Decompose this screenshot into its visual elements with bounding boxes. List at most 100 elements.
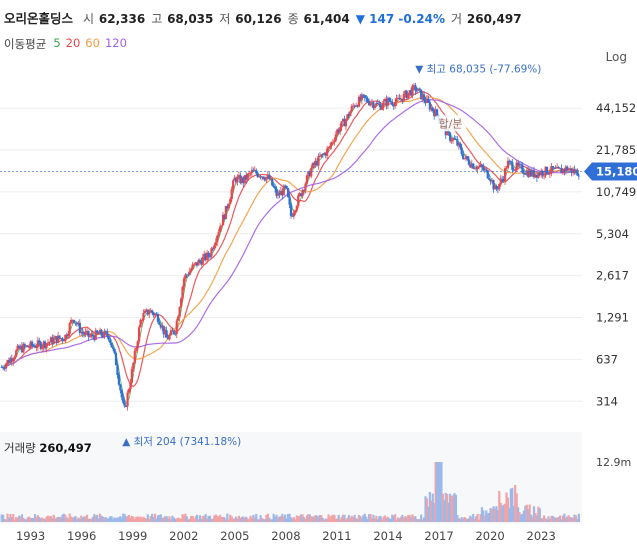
ma-legend-item-120[interactable]: 120 (104, 36, 127, 50)
candle-body (255, 170, 258, 174)
candle-body (38, 340, 41, 343)
volume-bar (187, 519, 190, 522)
candle-body (295, 206, 298, 211)
candle-body (17, 345, 21, 349)
volume-bar (126, 516, 129, 522)
candle-body (158, 321, 161, 325)
candle-body (311, 162, 314, 168)
candle-body (313, 162, 316, 165)
candle-body (249, 172, 252, 174)
volume-bar (201, 515, 204, 522)
candle-body (162, 325, 165, 335)
candle-body (285, 185, 288, 189)
volume-bar (556, 517, 559, 522)
quote-header: 오리온홀딩스 시 62,336 고 68,035 저 60,126 종 61,4… (4, 8, 522, 27)
volume-bar (466, 519, 469, 522)
volume-bar (72, 517, 76, 522)
candle-body (447, 130, 450, 133)
candle-body (245, 175, 248, 180)
candle-body (184, 274, 187, 279)
candle-body (7, 360, 11, 363)
candle-body (200, 260, 203, 265)
x-tick-label: 1999 (118, 529, 147, 543)
candle-body (91, 334, 94, 337)
candle-body (347, 114, 350, 117)
volume-bar (388, 518, 391, 522)
volume-bar (179, 518, 183, 522)
candle-body (476, 166, 479, 170)
volume-bar (151, 513, 154, 522)
volume-bar (85, 514, 89, 522)
candle-body (486, 170, 489, 179)
ma-legend-item-60[interactable]: 60 (85, 36, 100, 50)
candle-body (116, 365, 119, 375)
volume-panel-title: 거래량 260,497 (4, 441, 92, 455)
moving-average-legend[interactable]: 이동평균 5 20 60 120 (4, 36, 132, 52)
candle-body (146, 309, 149, 315)
candle-body (203, 253, 206, 258)
candle-body (463, 158, 466, 160)
volume-bar (164, 516, 167, 522)
candle-body (394, 102, 397, 107)
volume-bar (464, 518, 468, 522)
volume-bar (528, 504, 531, 522)
ma-legend-item-5[interactable]: 5 (53, 36, 61, 50)
volume-bar (300, 514, 303, 522)
volume-bar (0, 514, 3, 522)
volume-bar (451, 495, 455, 522)
candle-body (466, 156, 469, 160)
volume-bar (30, 517, 34, 522)
candle-body (343, 118, 346, 127)
volume-bar (149, 516, 152, 522)
event-marker-label: 합/분 (438, 117, 462, 130)
candle-body (221, 214, 225, 226)
volume-bar (88, 518, 92, 522)
volume-bar (394, 514, 397, 522)
volume-bar (447, 502, 450, 522)
volume-bar (362, 515, 365, 522)
candle-body (496, 188, 499, 190)
candle-body (138, 327, 141, 342)
candle-body (227, 204, 230, 209)
volume-bar (181, 514, 184, 522)
volume-bar (97, 518, 100, 522)
ma-legend-item-20[interactable]: 20 (65, 36, 81, 50)
candle-body (350, 106, 353, 112)
candle-body (490, 180, 494, 182)
candle-body (279, 190, 282, 196)
candle-body (527, 170, 530, 177)
volume-bar (443, 500, 446, 522)
volume-bar (15, 517, 18, 522)
candle-body (252, 169, 255, 171)
volume-bar (2, 514, 5, 522)
candle-body (472, 163, 475, 169)
candle-body (271, 178, 274, 186)
volume-bar (412, 516, 416, 522)
candle-body (502, 179, 505, 182)
candle-body (498, 183, 501, 190)
y-tick-label: 10,749 (596, 185, 636, 199)
candle-body (363, 95, 366, 98)
volume-bar (501, 505, 504, 522)
candle-body (187, 274, 190, 276)
candle-body (310, 167, 313, 177)
candle-body (81, 331, 84, 334)
volume-bar (216, 516, 219, 522)
volume-bar (356, 518, 359, 522)
candle-body (392, 104, 395, 107)
candle-body (145, 309, 148, 311)
volume-bar (433, 502, 436, 522)
log-scale-toggle[interactable]: Log (605, 50, 627, 64)
volume-bar (258, 519, 261, 522)
candle-body (408, 90, 411, 93)
volume-bar (57, 516, 60, 522)
candle-body (399, 98, 403, 100)
candle-body (396, 97, 400, 99)
volume-bar (308, 514, 311, 522)
candle-body (239, 175, 242, 184)
candle-body (54, 336, 57, 339)
volume-bar (502, 504, 505, 522)
candle-body (49, 337, 52, 342)
y-tick-label: 1,291 (596, 310, 629, 324)
